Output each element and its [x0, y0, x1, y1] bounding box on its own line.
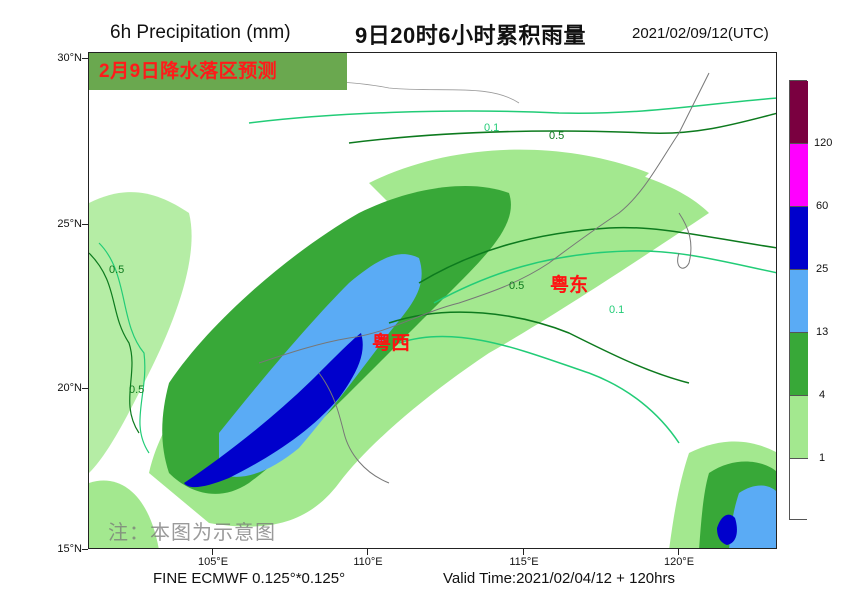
- colorbar-label: 25: [816, 263, 829, 275]
- colorbar-label: 4: [819, 389, 826, 401]
- colorbar-segment-below-1: [790, 459, 808, 519]
- lat-label-25n: 25°N: [57, 218, 82, 230]
- lon-tick: [367, 549, 368, 555]
- lat-label-20n: 20°N: [57, 382, 82, 394]
- lon-label-110e: 110°E: [353, 556, 383, 568]
- lon-label-115e: 115°E: [509, 556, 539, 568]
- svg-text:0.5: 0.5: [129, 384, 144, 396]
- lat-tick: [82, 549, 88, 550]
- colorbar-segment-over-120: [790, 81, 808, 144]
- colorbar-label: 60: [816, 200, 829, 212]
- svg-text:0.1: 0.1: [609, 304, 624, 316]
- colorbar-label: 13: [816, 326, 829, 338]
- lon-tick: [678, 549, 679, 555]
- svg-text:0.1: 0.1: [484, 122, 499, 134]
- region-label-yuexi: 粤西: [372, 333, 411, 354]
- region-label-yuedong: 粤东: [550, 275, 589, 296]
- lat-tick: [82, 388, 88, 389]
- lat-label-15n: 15°N: [57, 543, 82, 555]
- colorbar-label: 120: [814, 137, 833, 149]
- colorbar-label: 1: [819, 452, 826, 464]
- valid-time: Valid Time:2021/02/04/12 + 120hrs: [443, 570, 675, 587]
- forecast-badge: 2月9日降水落区预测: [89, 53, 347, 90]
- lon-label-105e: 105°E: [197, 556, 229, 568]
- model-info: FINE ECMWF 0.125°*0.125°: [153, 570, 346, 587]
- lat-tick: [82, 58, 88, 59]
- svg-text:0.5: 0.5: [109, 264, 124, 276]
- chart-title-cn: 9日20时6小时累积雨量: [355, 23, 586, 48]
- colorbar-segment-13-25: [790, 270, 808, 333]
- lon-tick: [523, 549, 524, 555]
- colorbar-segment-4-13: [790, 333, 808, 396]
- precipitation-field: 0.1 0.5 0.5 0.1 0.5 0.5: [89, 72, 776, 548]
- svg-text:0.5: 0.5: [549, 130, 564, 142]
- svg-text:0.5: 0.5: [509, 280, 524, 292]
- lat-tick: [82, 224, 88, 225]
- chart-title-en: 6h Precipitation (mm): [110, 22, 291, 43]
- lon-tick: [212, 549, 213, 555]
- colorbar-segment-60-120: [790, 144, 808, 207]
- colorbar-segment-1-4: [790, 396, 808, 459]
- lat-label-30n: 30°N: [57, 52, 82, 64]
- precipitation-map: 0.1 0.5 0.5 0.1 0.5 0.5: [88, 52, 777, 549]
- forecast-datetime: 2021/02/09/12(UTC): [632, 25, 769, 42]
- colorbar: [789, 80, 808, 520]
- lon-label-120e: 120°E: [663, 556, 695, 568]
- colorbar-segment-25-60: [790, 207, 808, 270]
- disclaimer-watermark: 注：本图为示意图: [108, 522, 276, 544]
